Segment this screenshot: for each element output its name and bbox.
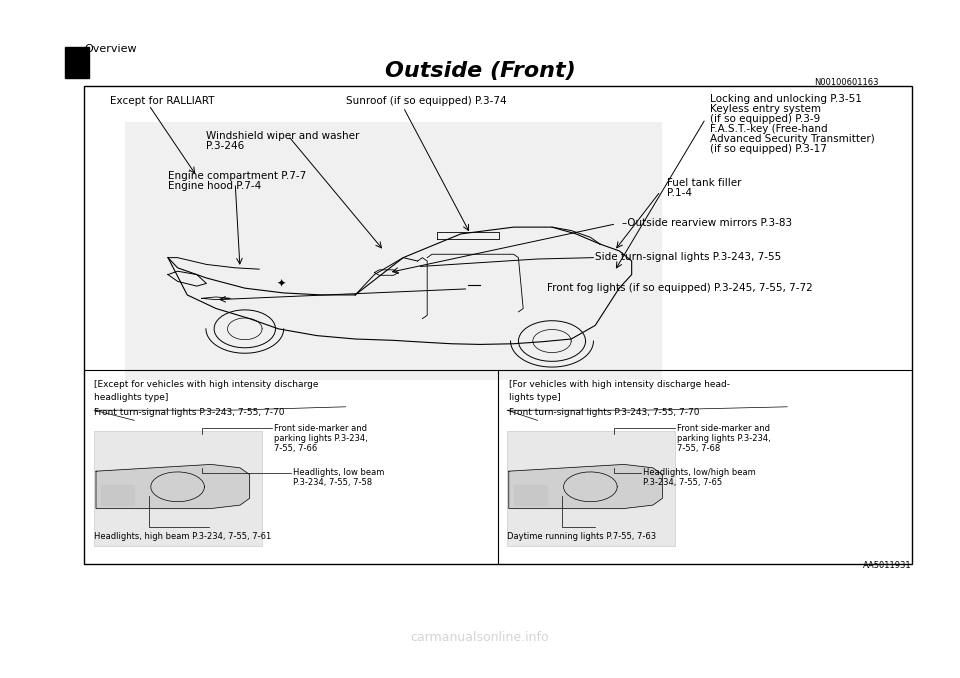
- Polygon shape: [96, 464, 250, 508]
- Text: Overview: Overview: [84, 44, 137, 54]
- Text: [Except for vehicles with high intensity discharge: [Except for vehicles with high intensity…: [94, 380, 319, 388]
- Text: Except for RALLIART: Except for RALLIART: [110, 96, 215, 106]
- Text: P.3-234, 7-55, 7-58: P.3-234, 7-55, 7-58: [293, 478, 372, 487]
- Text: (if so equipped) P.3-9: (if so equipped) P.3-9: [710, 114, 821, 124]
- Text: parking lights P.3-234,: parking lights P.3-234,: [274, 434, 368, 443]
- Text: ✦: ✦: [276, 279, 286, 288]
- Bar: [507, 431, 675, 546]
- Bar: [94, 431, 262, 546]
- Text: Locking and unlocking P.3-51: Locking and unlocking P.3-51: [710, 94, 862, 104]
- Text: Fuel tank filler: Fuel tank filler: [667, 178, 742, 188]
- Text: AA5011931: AA5011931: [863, 561, 912, 570]
- Text: Advanced Security Transmitter): Advanced Security Transmitter): [710, 134, 876, 144]
- Text: Side turn-signal lights P.3-243, 7-55: Side turn-signal lights P.3-243, 7-55: [595, 252, 781, 262]
- Text: Front fog lights (if so equipped) P.3-245, 7-55, 7-72: Front fog lights (if so equipped) P.3-24…: [547, 283, 813, 294]
- Text: Headlights, high beam P.3-234, 7-55, 7-61: Headlights, high beam P.3-234, 7-55, 7-6…: [94, 532, 272, 541]
- Bar: [84, 86, 912, 564]
- Text: P.3-246: P.3-246: [206, 141, 245, 151]
- Text: –Outside rearview mirrors P.3-83: –Outside rearview mirrors P.3-83: [622, 218, 792, 228]
- Text: carmanualsonline.info: carmanualsonline.info: [411, 631, 549, 644]
- Polygon shape: [509, 464, 662, 508]
- Text: [For vehicles with high intensity discharge head-: [For vehicles with high intensity discha…: [509, 380, 730, 388]
- Text: F.A.S.T.-key (Free-hand: F.A.S.T.-key (Free-hand: [710, 124, 828, 134]
- Text: Front turn-signal lights P.3-243, 7-55, 7-70: Front turn-signal lights P.3-243, 7-55, …: [509, 408, 699, 417]
- Text: Engine hood P.7-4: Engine hood P.7-4: [168, 181, 261, 191]
- Text: Windshield wiper and washer: Windshield wiper and washer: [206, 131, 360, 141]
- Text: Outside (Front): Outside (Front): [385, 61, 575, 81]
- Text: lights type]: lights type]: [509, 393, 561, 402]
- Text: Front side-marker and: Front side-marker and: [274, 424, 367, 433]
- Text: P.3-234, 7-55, 7-65: P.3-234, 7-55, 7-65: [643, 478, 722, 487]
- Text: 7-55, 7-68: 7-55, 7-68: [677, 444, 720, 453]
- Text: 7-55, 7-66: 7-55, 7-66: [274, 444, 317, 453]
- Polygon shape: [514, 485, 547, 505]
- Text: Front side-marker and: Front side-marker and: [677, 424, 770, 433]
- Text: (if so equipped) P.3-17: (if so equipped) P.3-17: [710, 144, 828, 155]
- Text: Front turn-signal lights P.3-243, 7-55, 7-70: Front turn-signal lights P.3-243, 7-55, …: [94, 408, 284, 417]
- Text: Daytime running lights P.7-55, 7-63: Daytime running lights P.7-55, 7-63: [507, 532, 656, 541]
- Polygon shape: [101, 485, 134, 505]
- Text: Engine compartment P.7-7: Engine compartment P.7-7: [168, 171, 306, 181]
- Text: parking lights P.3-234,: parking lights P.3-234,: [677, 434, 771, 443]
- Text: Headlights, low beam: Headlights, low beam: [293, 468, 384, 477]
- Bar: [125, 122, 662, 380]
- Text: headlights type]: headlights type]: [94, 393, 168, 402]
- Text: P.1-4: P.1-4: [667, 188, 692, 199]
- Text: Sunroof (if so equipped) P.3-74: Sunroof (if so equipped) P.3-74: [346, 96, 506, 106]
- Text: N00100601163: N00100601163: [814, 78, 878, 87]
- Bar: [65, 47, 89, 78]
- Text: Headlights, low/high beam: Headlights, low/high beam: [643, 468, 756, 477]
- Text: Keyless entry system: Keyless entry system: [710, 104, 822, 114]
